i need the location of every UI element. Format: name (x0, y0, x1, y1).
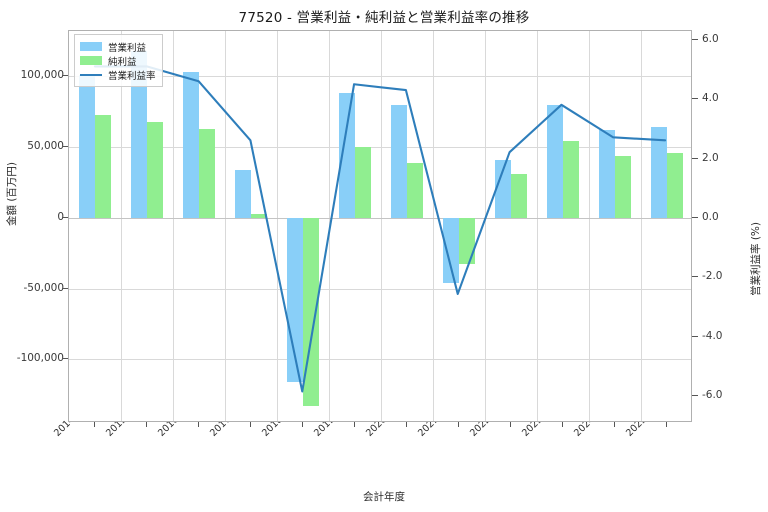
y-axis-left-tick-mark (62, 287, 68, 289)
gridline-vertical (381, 31, 382, 421)
rate-line-path (93, 65, 667, 393)
legend-label-operating-margin: 営業利益率 (108, 70, 156, 82)
gridline-vertical (589, 31, 590, 421)
legend: 営業利益 純利益 営業利益率 (74, 34, 163, 87)
x-axis-tick-mark (562, 422, 563, 427)
x-axis-tick-mark (510, 422, 511, 427)
y-axis-left-label: 金額 (百万円) (6, 161, 18, 226)
legend-label-net-profit: 純利益 (108, 56, 137, 68)
gridline-vertical (173, 31, 174, 421)
x-axis-tick-mark (458, 422, 459, 427)
bar-net-profit (199, 128, 216, 218)
x-axis-tick-mark (146, 422, 147, 427)
y-axis-right-tick-mark (692, 217, 698, 219)
rate-line-series (93, 65, 667, 393)
x-axis-tick-mark (406, 422, 407, 427)
zero-baseline (69, 217, 691, 219)
bar-net-profit (95, 114, 112, 218)
legend-item-operating-margin: 営業利益率 (80, 68, 156, 82)
bar-operating-profit (338, 93, 355, 218)
y-axis-right-tick-label: -6.0 (702, 389, 723, 402)
y-axis-right-tick-mark (692, 98, 698, 100)
bar-net-profit (563, 141, 580, 218)
legend-swatch-operating-profit (80, 42, 102, 51)
legend-swatch-net-profit (80, 56, 102, 65)
plot-area (68, 30, 692, 422)
gridline-vertical (641, 31, 642, 421)
y-axis-right-tick-mark (692, 335, 698, 337)
bar-operating-profit (598, 130, 615, 218)
x-axis-tick-mark (666, 422, 667, 427)
bar-operating-profit (650, 127, 667, 218)
gridline-horizontal (69, 288, 691, 290)
bar-net-profit (511, 173, 528, 218)
y-axis-left-tick-label: -100,000 (16, 352, 64, 365)
y-axis-right-tick-mark (692, 157, 698, 159)
gridline-vertical (121, 31, 122, 421)
gridline-horizontal (69, 76, 691, 78)
bar-net-profit (459, 217, 476, 265)
y-axis-right-tick-label: 2.0 (702, 151, 719, 164)
bar-operating-profit (182, 72, 199, 218)
bar-operating-profit (234, 169, 251, 218)
x-axis-tick-mark (302, 422, 303, 427)
x-axis-tick-mark (250, 422, 251, 427)
y-axis-right-tick-label: 0.0 (702, 211, 719, 224)
y-axis-right-tick-mark (692, 276, 698, 278)
y-axis-left-tick-label: 0 (57, 210, 64, 223)
legend-label-operating-profit: 営業利益 (108, 42, 147, 54)
bar-net-profit (407, 162, 424, 218)
gridline-vertical (225, 31, 226, 421)
bar-net-profit (251, 213, 268, 218)
y-axis-left-tick-label: 50,000 (27, 140, 64, 153)
x-axis-label: 会計年度 (363, 491, 405, 503)
y-axis-right-label: 営業利益率 (%) (750, 221, 762, 296)
bar-net-profit (147, 121, 164, 218)
legend-item-operating-profit: 営業利益 (80, 40, 156, 54)
gridline-horizontal (69, 359, 691, 361)
gridline-vertical (485, 31, 486, 421)
x-axis-tick-mark (354, 422, 355, 427)
y-axis-right-tick-label: 6.0 (702, 32, 719, 45)
y-axis-left-tick-mark (62, 216, 68, 218)
bar-net-profit (667, 152, 684, 218)
gridline-horizontal (69, 147, 691, 148)
x-axis-tick-mark (614, 422, 615, 427)
bar-operating-profit (130, 50, 147, 218)
y-axis-left-tick-label: 100,000 (20, 69, 64, 82)
y-axis-left-tick-mark (62, 146, 68, 148)
bar-operating-profit (546, 104, 563, 218)
gridline-vertical (277, 31, 278, 421)
legend-swatch-operating-margin (80, 73, 102, 76)
bar-net-profit (615, 155, 632, 218)
y-axis-right-tick-mark (692, 395, 698, 397)
bar-net-profit (355, 147, 372, 218)
bar-operating-profit (390, 104, 407, 218)
page-title: 77520 - 営業利益・純利益と営業利益率の推移 (238, 10, 530, 26)
y-axis-right-tick-mark (692, 38, 698, 40)
x-axis-tick-mark (94, 422, 95, 427)
legend-item-net-profit: 純利益 (80, 54, 156, 68)
bar-operating-profit (442, 217, 459, 283)
bar-operating-profit (78, 74, 95, 218)
y-axis-right-tick-label: 4.0 (702, 92, 719, 105)
gridline-vertical (537, 31, 538, 421)
x-axis-tick-mark (198, 422, 199, 427)
y-axis-left-tick-mark (62, 358, 68, 360)
bar-operating-profit (494, 159, 511, 218)
y-axis-right-tick-label: -4.0 (702, 329, 723, 342)
y-axis-left-tick-label: -50,000 (23, 281, 64, 294)
y-axis-right-tick-label: -2.0 (702, 270, 723, 283)
gridline-vertical (433, 31, 434, 421)
y-axis-left-tick-mark (62, 75, 68, 77)
